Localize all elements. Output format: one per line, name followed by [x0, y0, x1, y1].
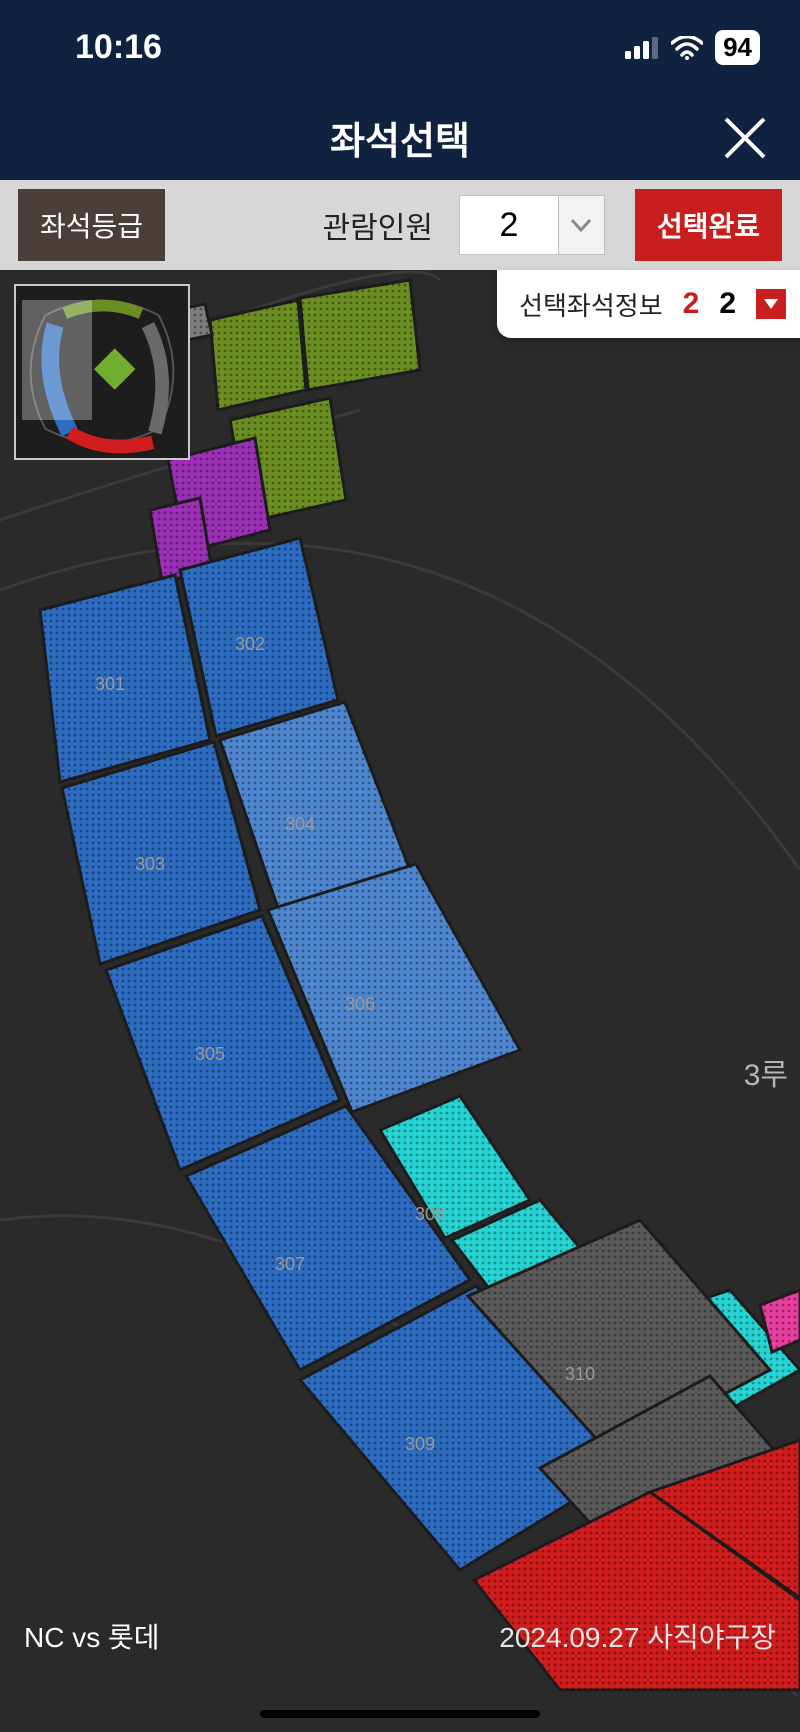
seat-map[interactable]: 301 302 303 304 305 306 307 308 309 310 3루 NC vs … [0, 270, 800, 1696]
attendee-value: 2 [459, 195, 559, 255]
home-indicator-bar [260, 1710, 540, 1718]
section-label: 309 [405, 1434, 435, 1454]
close-button[interactable] [720, 113, 770, 163]
home-indicator [0, 1696, 800, 1732]
attendee-selector[interactable]: 2 [459, 195, 605, 255]
section-label: 301 [95, 674, 125, 694]
minimap-viewport[interactable] [22, 300, 92, 420]
cellular-icon [625, 37, 659, 59]
section-label: 303 [135, 854, 165, 874]
status-bar: 10:16 94 [0, 0, 800, 95]
section-label: 307 [275, 1254, 305, 1274]
seat-info-dropdown-button[interactable] [756, 289, 786, 319]
section-label: 310 [565, 1364, 595, 1384]
section-label: 308 [415, 1204, 445, 1224]
seat-info-selected: 2 [683, 287, 700, 321]
battery-level: 94 [715, 30, 760, 65]
confirm-button[interactable]: 선택완료 [635, 189, 782, 261]
match-venue: 2024.09.27 사직야구장 [499, 1616, 776, 1656]
minimap[interactable] [14, 284, 190, 460]
chevron-down-icon [570, 218, 592, 232]
caret-down-icon [764, 299, 778, 309]
attendee-label: 관람인원 [323, 203, 433, 247]
page-title: 좌석선택 [330, 110, 470, 165]
wifi-icon [671, 36, 703, 60]
seat-grade-button[interactable]: 좌석등급 [18, 189, 165, 261]
status-time: 10:16 [75, 28, 162, 67]
stadium-canvas[interactable]: 301 302 303 304 305 306 307 308 309 310 [0, 270, 800, 1696]
seat-info-chip: 선택좌석정보 2 2 [497, 270, 800, 338]
close-icon [720, 113, 770, 163]
seat-info-total: 2 [719, 287, 736, 321]
nav-header: 좌석선택 [0, 95, 800, 180]
section-g1[interactable] [300, 280, 420, 390]
section-g2[interactable] [210, 300, 306, 410]
match-footer: NC vs 롯데 2024.09.27 사직야구장 [0, 1616, 800, 1656]
attendee-dropdown-button[interactable] [559, 195, 605, 255]
toolbar: 좌석등급 관람인원 2 선택완료 [0, 180, 800, 270]
section-label: 305 [195, 1044, 225, 1064]
match-name: NC vs 롯데 [24, 1616, 160, 1656]
section-label: 304 [285, 814, 315, 834]
section-label: 302 [235, 634, 265, 654]
status-indicators: 94 [625, 30, 760, 65]
section-label: 306 [345, 994, 375, 1014]
seat-info-label: 선택좌석정보 [519, 286, 663, 323]
third-base-label: 3루 [744, 1050, 788, 1094]
